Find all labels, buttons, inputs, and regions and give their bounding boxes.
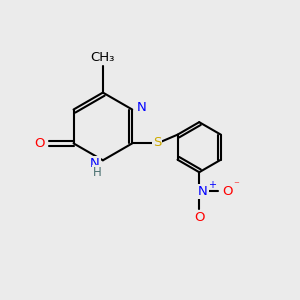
Text: O: O — [223, 185, 233, 198]
Text: CH₃: CH₃ — [91, 51, 115, 64]
Text: +: + — [208, 181, 216, 190]
Text: O: O — [194, 211, 205, 224]
Text: N: N — [198, 185, 208, 198]
Text: H: H — [93, 166, 102, 179]
Text: N: N — [90, 157, 100, 170]
Text: O: O — [34, 137, 44, 150]
Text: S: S — [153, 136, 161, 149]
Text: ⁻: ⁻ — [234, 181, 239, 190]
Text: N: N — [137, 101, 146, 114]
